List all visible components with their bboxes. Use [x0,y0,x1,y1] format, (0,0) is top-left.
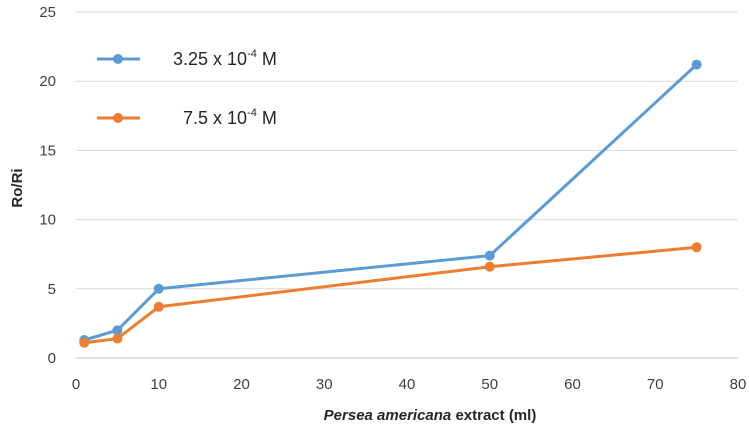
series-1 [79,59,702,346]
legend-label-2-exp: -4 [247,107,257,119]
legend-marker-1 [113,54,123,64]
legend-label-1-base: 3.25 x 10 [173,49,247,69]
x-axis-title: Persea americana extract (ml) [324,407,537,424]
gridlines [76,11,738,290]
series-1-point-5 [691,59,702,70]
x-tick-label-1: 10 [150,376,167,393]
x-tick-label-5: 50 [481,376,498,393]
legend-label-1: 3.25 x 10-4 M [173,48,277,69]
legend-label-2-unit: M [257,108,277,128]
series-1-point-2 [112,325,123,336]
x-tick-label-0: 0 [72,376,80,393]
x-axis-title-italic: Persea americana [324,407,452,424]
x-axis-title-rest: extract (ml) [451,407,536,424]
x-tick-label-6: 60 [564,376,581,393]
series-1-line [83,63,698,342]
series-2-line [84,245,697,345]
legend-marker-2 [113,113,123,123]
y-tick-label-0: 0 [48,350,56,367]
series-2-point-5 [691,242,702,253]
y-tick-label-5: 25 [39,4,56,21]
y-tick-label-1: 5 [48,281,56,298]
series-2-point-2 [112,333,123,344]
series-2-point-3 [153,301,164,312]
series-2-point-1 [79,337,90,348]
y-tick-label-3: 15 [39,142,56,159]
legend-label-2: 7.5 x 10-4 M [183,107,277,128]
series-2-point-4 [484,261,495,272]
y-axis-title: Ro/Ri [9,168,26,207]
x-tick-label-7: 70 [647,376,664,393]
x-tick-label-3: 30 [316,376,333,393]
legend-label-2-base: 7.5 x 10 [183,108,247,128]
legend-label-1-exp: -4 [247,48,257,60]
series-group [79,59,702,348]
series-2 [79,242,702,348]
x-tick-labels: 0 10 20 30 40 50 60 70 80 [72,376,747,393]
legend-entry-2: 7.5 x 10-4 M [97,107,277,128]
y-tick-label-4: 20 [39,73,56,90]
x-tick-label-8: 80 [730,376,747,393]
legend-label-1-unit: M [257,49,277,69]
x-tick-label-4: 40 [399,376,416,393]
y-tick-label-2: 10 [39,212,56,229]
series-1-point-3 [153,283,164,294]
legend: 3.25 x 10-4 M 7.5 x 10-4 M [97,48,277,128]
legend-entry-1: 3.25 x 10-4 M [97,48,277,69]
x-tick-label-2: 20 [233,376,250,393]
series-1-point-4 [484,250,495,261]
y-tick-labels: 0 5 10 15 20 25 [39,4,56,367]
